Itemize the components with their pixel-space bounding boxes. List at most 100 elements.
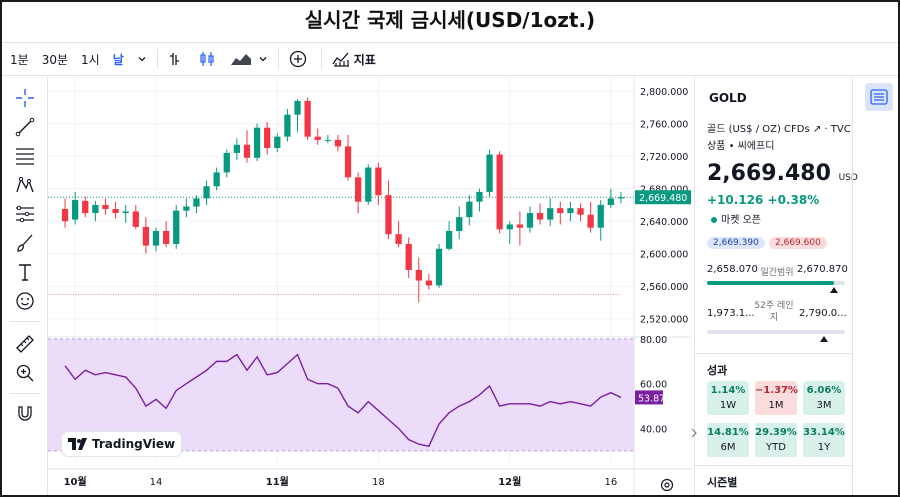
candle-down [577, 208, 584, 215]
watermark-text: TradingView [92, 437, 176, 451]
symbol-name[interactable]: GOLD [709, 91, 747, 105]
candle-up [435, 248, 443, 286]
candle-up [223, 152, 230, 173]
rsi-value-label: 53.87 [638, 393, 665, 404]
candle-down [536, 213, 544, 220]
candle-down [587, 214, 594, 228]
symbol-description[interactable]: 골드 (US$ / OZ) CFDs ↗ · TVC [707, 124, 851, 135]
tradingview-logo-icon [68, 438, 87, 450]
price-tick-label: 2,600.000 [640, 250, 688, 261]
time-axis: 10월 14 11월 18 12월 16 [64, 476, 618, 488]
price-chart[interactable]: 2,800.000 2,760.000 2,720.000 2,680.000 2,64… [48, 77, 692, 495]
prediction-icon[interactable] [13, 202, 37, 226]
watchlist-icon[interactable] [865, 83, 893, 111]
candle-down [112, 209, 119, 214]
candle-down [375, 167, 382, 196]
text-icon[interactable] [13, 260, 37, 284]
settings-gear-icon[interactable] [659, 477, 675, 493]
perf-tile-1y[interactable]: 33.14% 1Y [803, 423, 845, 457]
interval-day-button[interactable]: 날 [112, 52, 124, 67]
day-range-label: 일간범위 [760, 268, 794, 278]
interval-1h-button[interactable]: 1시 [81, 52, 100, 67]
perf-tile-1w[interactable]: 1.14% 1W [707, 381, 749, 415]
day-range-marker [829, 287, 838, 293]
rsi-value-badge [635, 390, 663, 405]
performance-title: 성과 [707, 364, 728, 377]
perf-label: 1Y [817, 442, 831, 453]
chevron-down-icon[interactable] [137, 54, 147, 64]
interval-30m-button[interactable]: 30분 [41, 52, 68, 67]
price-change: +10.126 +0.38% [707, 193, 820, 207]
indicators-button[interactable] [332, 51, 350, 67]
day-range-high: 2,670.870 [797, 264, 848, 275]
trend-line-icon[interactable] [13, 115, 37, 139]
time-tick-label: 12월 [498, 476, 521, 488]
candle-up [233, 144, 241, 153]
candle-up [92, 204, 99, 214]
candle-down [425, 280, 433, 286]
brush-icon[interactable] [13, 231, 37, 255]
emoji-icon[interactable] [13, 289, 37, 313]
candle-up [203, 186, 210, 199]
magnet-icon[interactable] [13, 401, 37, 425]
candle-down [395, 234, 402, 244]
ruler-icon[interactable] [13, 332, 37, 356]
pattern-icon[interactable] [13, 173, 37, 197]
chevron-down-icon[interactable] [258, 54, 268, 64]
fib-icon[interactable] [13, 144, 37, 168]
candle-down [61, 209, 69, 222]
week52-label: 52주 레인지 [754, 301, 794, 323]
rsi-line [64, 353, 622, 448]
candle-down [132, 211, 139, 227]
add-compare-icon[interactable] [289, 50, 307, 68]
crosshair-icon[interactable] [13, 86, 37, 110]
area-chart-icon[interactable] [230, 51, 252, 67]
perf-tile-1m[interactable]: −1.37% 1M [755, 381, 799, 415]
price-tick-label: 2,760.000 [640, 120, 688, 131]
candle-down [102, 204, 109, 209]
candles-icon[interactable] [198, 51, 216, 67]
rsi-tick-label: 60.00 [640, 380, 667, 391]
perf-value: 6.06% [806, 385, 842, 396]
perf-tile-ytd[interactable]: 29.39% YTD [755, 423, 797, 457]
toolbar-divider [156, 49, 158, 69]
chart-toolbar: 1분 30분 1시 날 지표 [2, 42, 898, 76]
time-tick-label: 14 [150, 477, 163, 488]
price-decimals: 480 [784, 161, 831, 186]
current-price-badge [635, 190, 691, 205]
candles-series [61, 97, 625, 303]
symbol-details-panel: GOLD 골드 (US$ / OZ) CFDs ↗ · TVC 상품 • 씨에프… [694, 77, 858, 495]
candle-down [334, 139, 342, 147]
candle-up [294, 100, 301, 115]
interval-1m-button[interactable]: 1분 [10, 52, 29, 67]
candle-down [243, 144, 251, 158]
candle-up [365, 167, 372, 202]
perf-tile-3m[interactable]: 6.06% 3M [803, 381, 845, 415]
perf-value: 29.39% [755, 427, 797, 438]
perf-label: 1M [768, 400, 784, 411]
page-title: 실시간 국제 금시세(USD/1ozt.) [304, 8, 596, 32]
rsi-tick-label: 80.00 [640, 335, 667, 346]
candle-down [415, 269, 422, 281]
week52-marker [820, 336, 829, 342]
candle-down [496, 154, 503, 230]
price-tick-label: 2,720.000 [640, 152, 688, 163]
candle-up [183, 206, 190, 211]
candle-down [516, 224, 524, 228]
panel-divider [695, 465, 853, 466]
panel-collapse-handle[interactable] [690, 424, 698, 442]
time-tick-label: 16 [604, 477, 617, 488]
time-tick-label: 10월 [64, 476, 87, 488]
price-tick-label: 2,640.000 [640, 217, 688, 228]
candle-down [264, 127, 271, 149]
candle-up [284, 114, 291, 137]
candle-up [567, 208, 574, 214]
candle-up [607, 198, 614, 205]
indicators-label[interactable]: 지표 [353, 52, 376, 67]
zoom-icon[interactable] [13, 361, 37, 385]
bar-chart-icon[interactable] [168, 51, 184, 67]
candle-down [162, 230, 170, 244]
perf-value: −1.37% [755, 385, 799, 396]
candle-up [476, 191, 483, 202]
perf-tile-6m[interactable]: 14.81% 6M [707, 423, 749, 457]
